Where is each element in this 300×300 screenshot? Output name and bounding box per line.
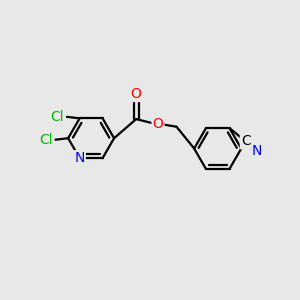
Text: N: N — [252, 144, 262, 158]
Text: O: O — [131, 87, 142, 101]
Text: O: O — [152, 117, 164, 131]
Text: Cl: Cl — [51, 110, 64, 124]
Text: N: N — [74, 151, 85, 165]
Text: Cl: Cl — [39, 133, 53, 147]
Text: C: C — [241, 134, 250, 148]
